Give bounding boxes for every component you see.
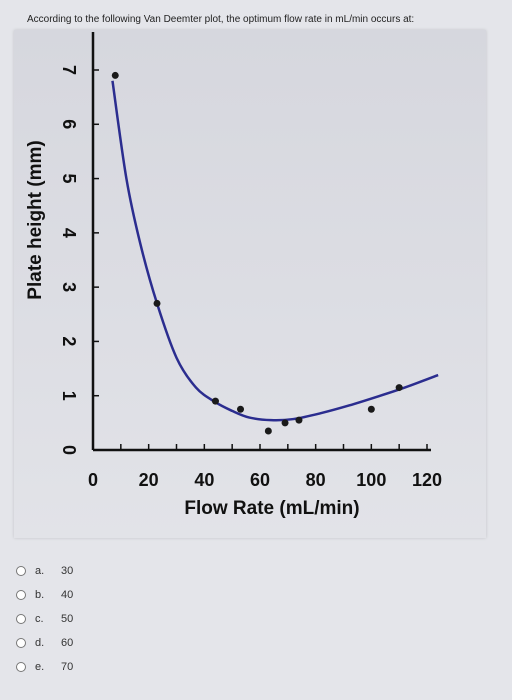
- option-value: 70: [61, 661, 74, 673]
- y-tick-label: 2: [59, 336, 79, 346]
- option-letter: e.: [35, 661, 45, 673]
- van-deemter-chart: 0 1 2 3 4 5 6 7 0 20 40 60 80 100 120 Flow Rate (mL/min…: [25, 32, 442, 519]
- option-b[interactable]: b. 40: [16, 583, 73, 607]
- radio-button[interactable]: [16, 638, 26, 648]
- x-tick-label: 80: [306, 470, 326, 490]
- x-tick-label: 20: [139, 470, 159, 490]
- radio-button[interactable]: [16, 590, 26, 600]
- data-point: [295, 416, 303, 424]
- y-tick-label: 5: [59, 174, 79, 184]
- option-c[interactable]: c. 50: [16, 607, 73, 631]
- y-tick-label: 6: [59, 119, 79, 129]
- option-letter: d.: [35, 637, 45, 649]
- answer-options: a. 30 b. 40 c. 50 d. 60 e. 70: [16, 559, 73, 679]
- data-point: [153, 299, 161, 307]
- y-tick-label: 4: [59, 228, 79, 238]
- option-letter: b.: [35, 589, 45, 601]
- data-point: [211, 397, 219, 405]
- option-letter: a.: [35, 565, 45, 577]
- y-tick-label: 0: [59, 445, 79, 455]
- x-tick-label: 40: [194, 470, 214, 490]
- x-tick-label: 60: [250, 470, 270, 490]
- y-tick-label: 3: [59, 282, 79, 292]
- data-point: [395, 384, 403, 392]
- radio-button[interactable]: [16, 662, 26, 672]
- chart-labels: 0 1 2 3 4 5 6 7 0 20 40 60 80 100 120 Flow Rate (mL/min…: [25, 65, 442, 519]
- x-tick-label: 100: [356, 470, 386, 490]
- y-tick-label: 7: [59, 65, 79, 75]
- option-value: 50: [61, 613, 74, 625]
- option-value: 30: [61, 565, 74, 577]
- radio-button[interactable]: [16, 566, 26, 576]
- option-letter: c.: [35, 613, 44, 625]
- fit-curve: [111, 80, 439, 422]
- y-tick-label: 1: [59, 391, 79, 401]
- option-d[interactable]: d. 60: [16, 631, 73, 655]
- x-tick-label: 120: [412, 470, 442, 490]
- option-value: 60: [61, 637, 74, 649]
- option-value: 40: [61, 589, 74, 601]
- x-tick-label: 0: [88, 470, 98, 490]
- radio-button[interactable]: [16, 614, 26, 624]
- option-e[interactable]: e. 70: [16, 655, 73, 679]
- question-text: According to the following Van Deemter p…: [27, 14, 415, 25]
- chart-marks: [111, 71, 439, 435]
- data-point: [111, 71, 119, 79]
- y-axis-label: Plate height (mm): [25, 140, 46, 299]
- data-point: [264, 427, 272, 435]
- data-point: [281, 419, 289, 427]
- x-axis-label: Flow Rate (mL/min): [184, 498, 359, 519]
- option-a[interactable]: a. 30: [16, 559, 73, 583]
- data-point: [367, 405, 375, 413]
- chart-axes: [91, 32, 431, 452]
- data-point: [237, 405, 245, 413]
